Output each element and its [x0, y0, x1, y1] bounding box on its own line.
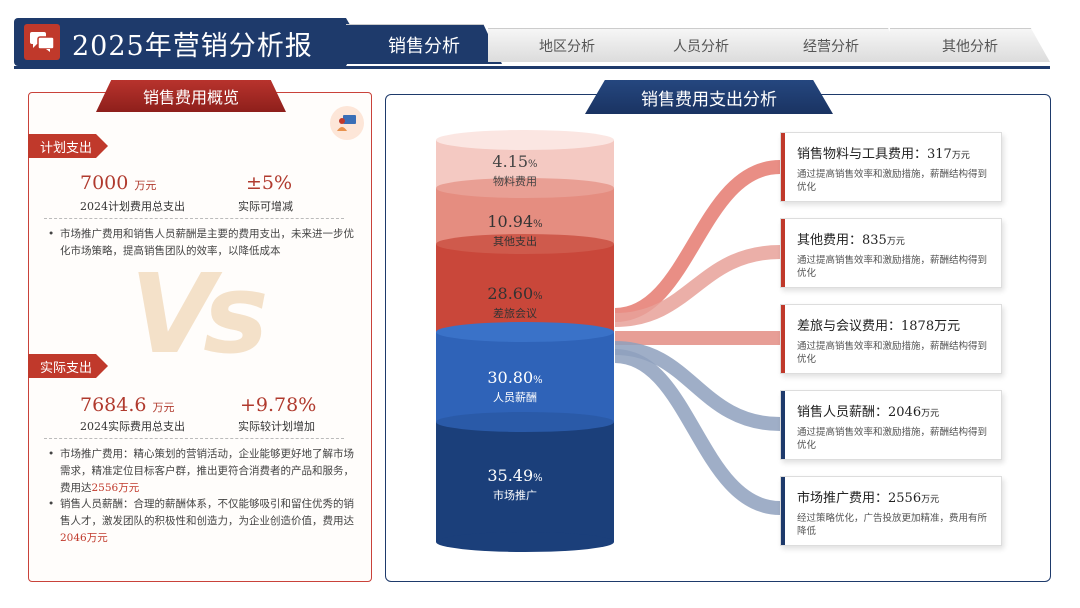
market-promotion-note: 市场推广费用：精心策划的营销活动，企业能够更好地了解市场需求，精准定位目标客户群…: [48, 446, 354, 497]
connector-salary: [614, 341, 781, 431]
card-accent: [781, 305, 785, 373]
segment-other-top: [436, 234, 614, 254]
card-desc: 经过策略优化，广告投放更加精准，费用有所降低: [797, 513, 988, 537]
segment-travel: [436, 242, 614, 332]
segment-market: [436, 420, 614, 542]
tab-other-analysis[interactable]: 其他分析: [890, 28, 1050, 62]
card-travel: 差旅与会议费用：1878万元通过提高销售效率和激励措施，薪酬结构得到优化: [780, 304, 1002, 374]
vs-watermark: Vs: [130, 250, 269, 378]
card-accent: [781, 477, 785, 545]
card-accent: [781, 219, 785, 287]
actual-expense-tag: 实际支出: [28, 354, 108, 378]
card-desc: 通过提高销售效率和激励措施，薪酬结构得到优化: [797, 169, 988, 193]
expense-overview-banner: 销售费用概览: [96, 80, 286, 112]
plan-range-value: ±5%: [246, 172, 293, 194]
divider: [44, 438, 344, 439]
card-title: 差旅与会议费用：1878万元: [797, 319, 961, 334]
chat-bubbles-icon: [24, 24, 60, 60]
sales-salary-note: 销售人员薪酬：合理的薪酬体系，不仅能够吸引和留住优秀的销售人才，激发团队的积极性…: [48, 496, 354, 547]
connector-materials: [614, 160, 781, 322]
title-bar: 2025年营销分析报: [14, 18, 360, 66]
actual-total-caption: 2024实际费用总支出: [80, 420, 185, 433]
connector-market: [614, 349, 781, 515]
segment-label-other: 10.94% 其他支出: [487, 212, 543, 248]
card-title: 市场推广费用：2556万元: [797, 491, 940, 506]
header-divider: [14, 66, 1050, 69]
divider: [44, 218, 344, 219]
card-other: 其他费用：835万元通过提高销售效率和激励措施，薪酬结构得到优化: [780, 218, 1002, 288]
segment-label-materials: 4.15% 物料费用: [492, 152, 538, 188]
segment-travel-top: [436, 322, 614, 342]
plan-range-caption: 实际可增减: [238, 200, 293, 213]
card-materials: 销售物料与工具费用：317万元通过提高销售效率和激励措施，薪酬结构得到优化: [780, 132, 1002, 202]
card-title: 销售人员薪酬：2046万元: [797, 405, 940, 420]
connector-other: [614, 245, 781, 327]
segment-materials-top: [436, 178, 614, 198]
card-accent: [781, 133, 785, 201]
card-title: 销售物料与工具费用：317万元: [797, 147, 970, 162]
card-title: 其他费用：835万元: [797, 233, 905, 248]
card-salary: 销售人员薪酬：2046万元通过提高销售效率和激励措施，薪酬结构得到优化: [780, 390, 1002, 460]
segment-label-salary: 30.80% 人员薪酬: [487, 368, 543, 404]
plan-total-caption: 2024计划费用总支出: [80, 200, 185, 213]
actual-total-value: 7684.6 万元: [80, 394, 175, 416]
card-desc: 通过提高销售效率和激励措施，薪酬结构得到优化: [797, 341, 988, 365]
expense-analysis-banner: 销售费用支出分析: [585, 80, 833, 114]
segment-salary: [436, 330, 614, 422]
actual-diff-value: +9.78%: [240, 394, 317, 416]
segment-label-travel: 28.60% 差旅会议: [487, 284, 543, 320]
cylinder-top: [436, 130, 614, 150]
tab-region-analysis[interactable]: 地区分析: [488, 28, 646, 62]
tab-sales-analysis[interactable]: 销售分析: [346, 24, 502, 64]
segment-salary-top: [436, 412, 614, 432]
presenter-icon: [330, 106, 364, 140]
card-desc: 通过提高销售效率和激励措施，薪酬结构得到优化: [797, 255, 988, 279]
card-desc: 通过提高销售效率和激励措施，薪酬结构得到优化: [797, 427, 988, 451]
plan-note: 市场推广费用和销售人员薪酬是主要的费用支出，未来进一步优化市场策略，提高销售团队…: [48, 226, 358, 260]
segment-market-base: [436, 532, 614, 552]
actual-diff-caption: 实际较计划增加: [238, 420, 315, 433]
plan-expense-tag: 计划支出: [28, 134, 108, 158]
plan-total-value: 7000 万元: [80, 172, 157, 194]
card-market: 市场推广费用：2556万元经过策略优化，广告投放更加精准，费用有所降低: [780, 476, 1002, 546]
tab-operation-analysis[interactable]: 经营分析: [756, 28, 906, 62]
segment-label-market: 35.49% 市场推广: [487, 466, 543, 502]
tab-staff-analysis[interactable]: 人员分析: [622, 28, 780, 62]
page-title: 2025年营销分析报: [72, 31, 313, 62]
card-accent: [781, 391, 785, 459]
